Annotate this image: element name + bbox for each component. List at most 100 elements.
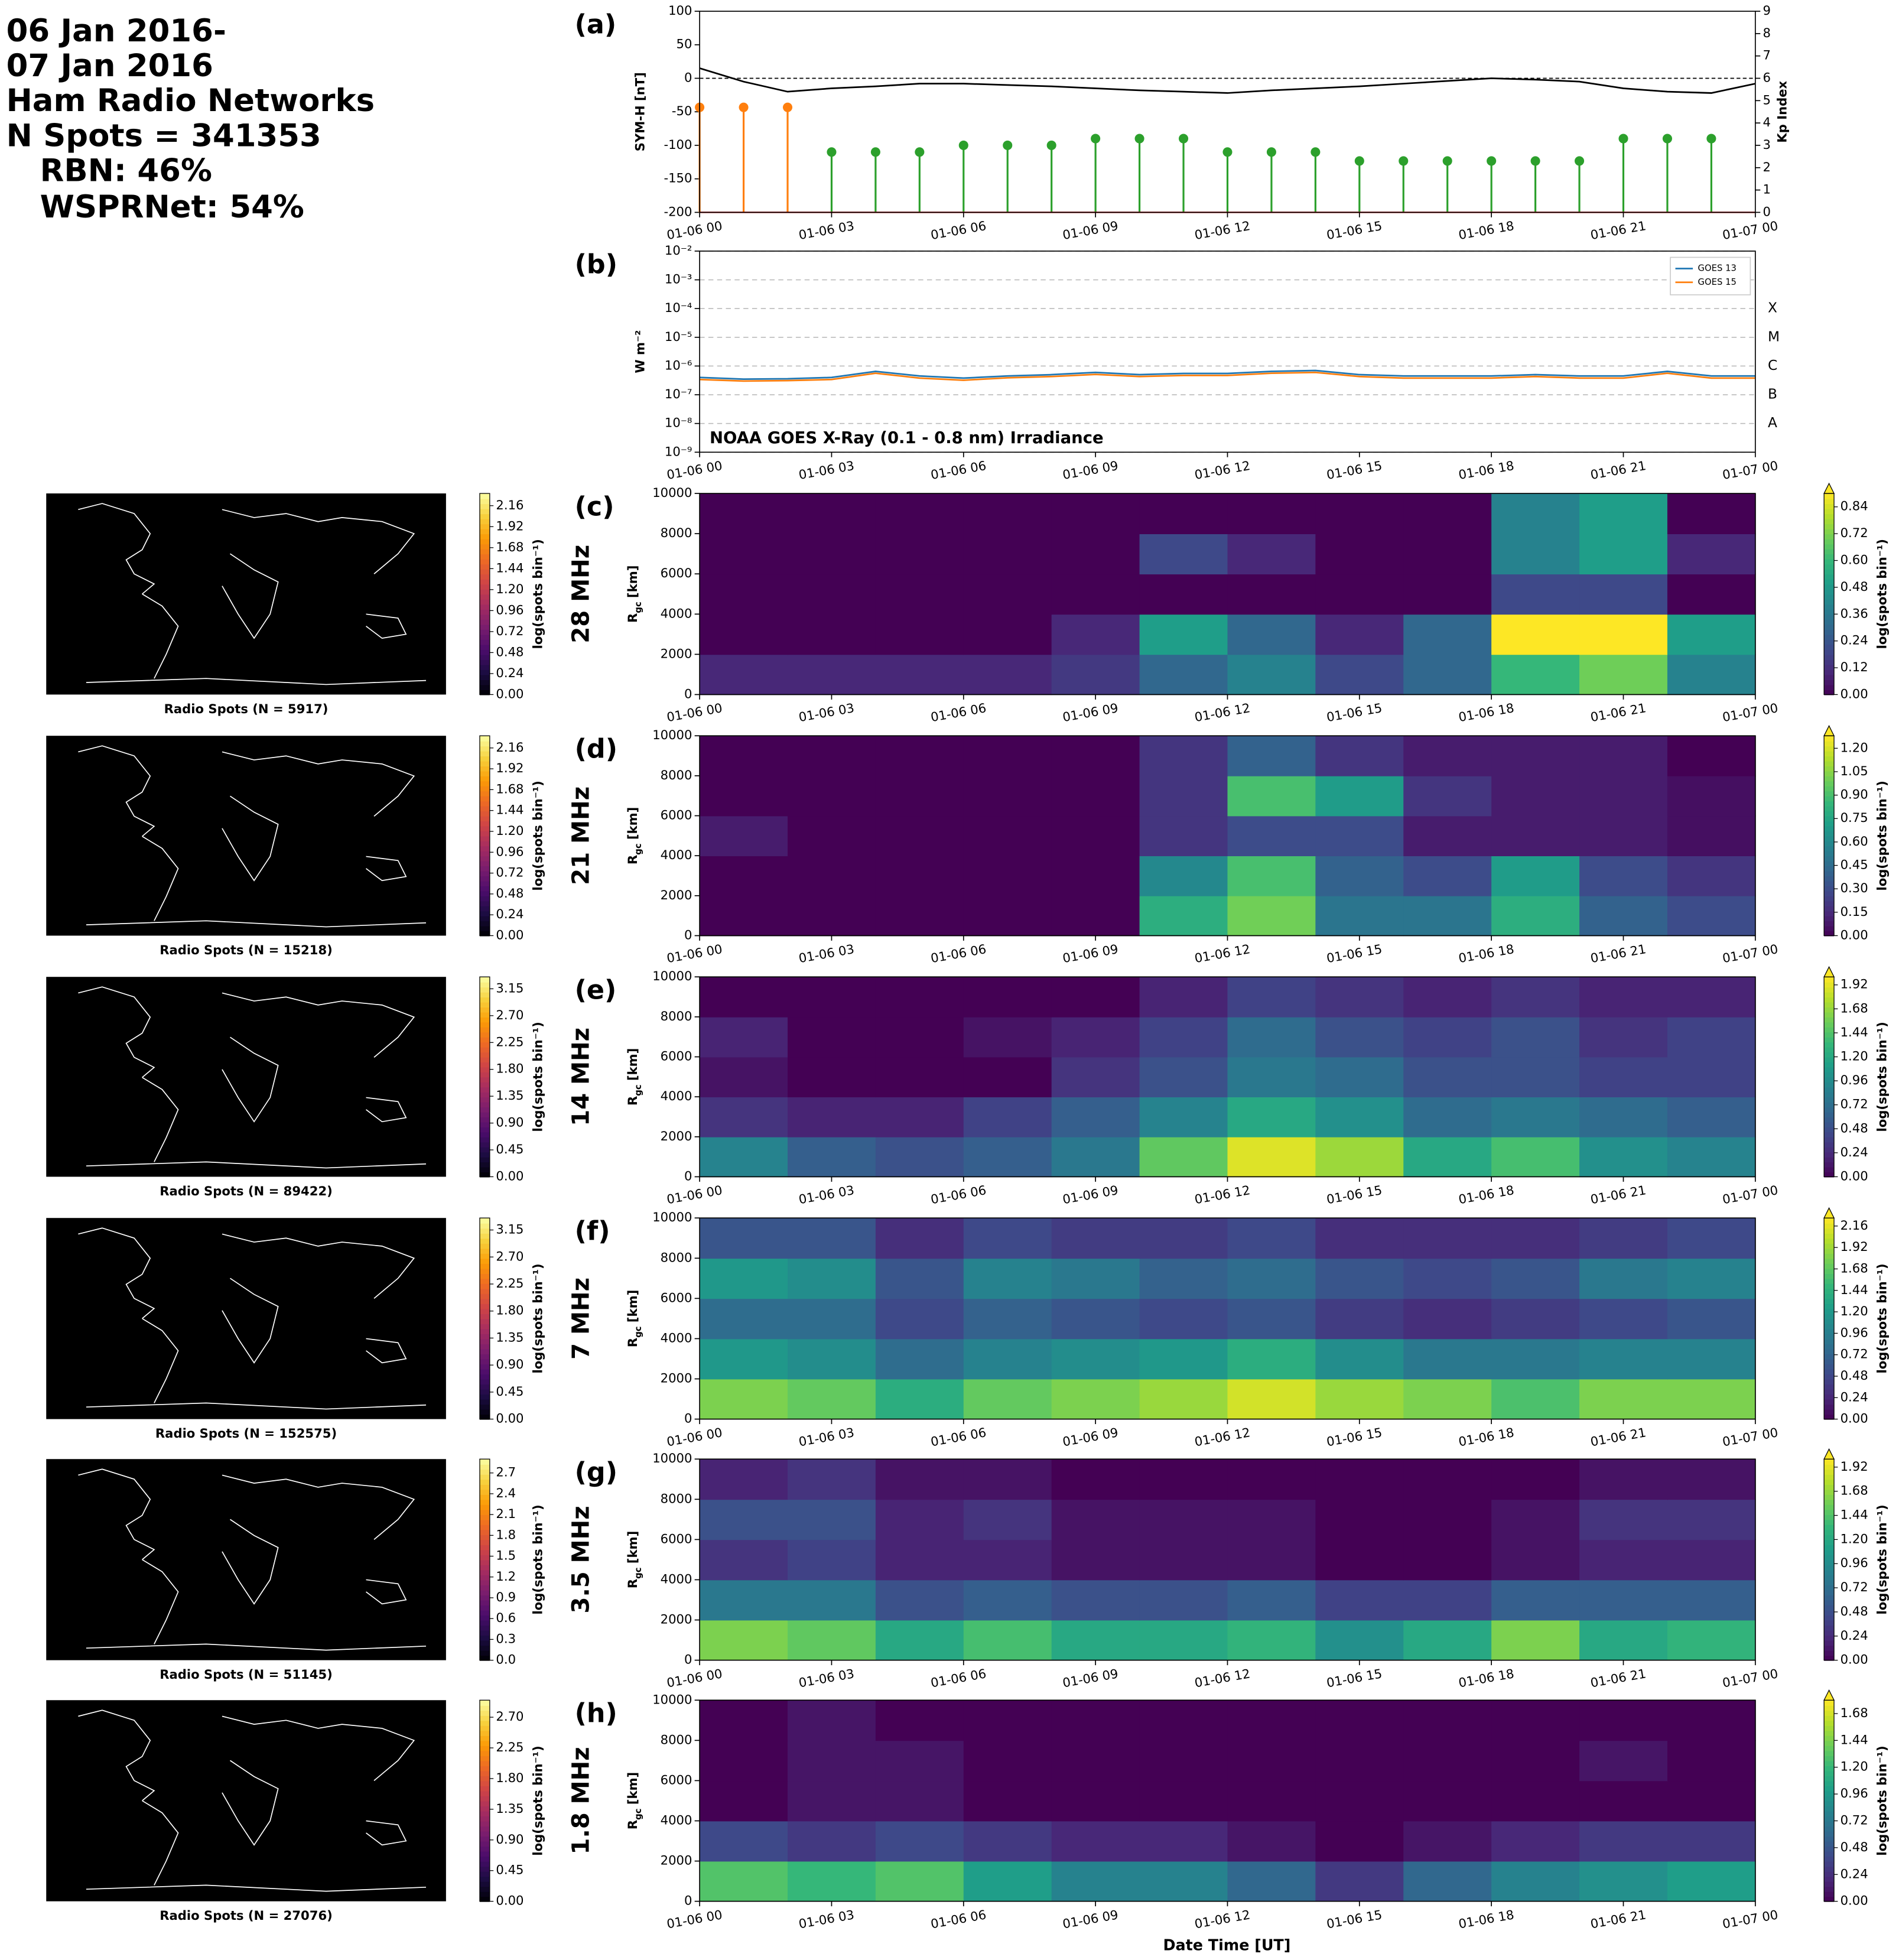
colorbar-segment [1824,1544,1835,1551]
colorbar-segment [479,1032,490,1038]
colorbar-segment [479,1484,490,1490]
colorbar-tick-label: 0.90 [496,1357,523,1371]
colorbar-segment [479,801,490,807]
colorbar-tick-label: 1.68 [1841,1260,1868,1275]
colorbar-tick-label: 0.24 [496,665,523,680]
map-background [46,1218,446,1419]
colorbar-segment [1824,1002,1835,1008]
heatmap-cell [875,1861,964,1902]
colorbar-segment [1824,866,1835,872]
heatmap-cell [1227,1218,1316,1259]
heatmap-cell [700,1218,788,1259]
colorbar-segment [479,895,490,902]
colorbar-segment [479,1248,490,1254]
map-title: Radio Spots (N = 152575) [155,1426,337,1441]
y-tick-label: 4000 [661,1812,692,1827]
y-axis-label: Rgc [km] [625,807,643,864]
heatmap-cell [1139,654,1228,695]
colorbar-tick-label: 0.30 [1841,880,1868,895]
colorbar-segment [479,1785,490,1792]
coastline [86,1161,427,1169]
heatmap-cell [1315,1136,1404,1178]
colorbar-segment [1824,781,1835,786]
kp-marker [1091,134,1101,144]
colorbar-label: log(spots bin⁻¹) [530,1504,545,1614]
colorbar-segment [479,1067,490,1072]
colorbar-segment [1824,1248,1835,1254]
map-title: Radio Spots (N = 5917) [164,701,329,716]
colorbar-segment [479,890,490,896]
colorbar-tick-label: 0.45 [1841,857,1868,872]
colorbar-label: log(spots bin⁻¹) [530,1022,545,1132]
legend-label: GOES 13 [1698,264,1737,274]
map-background [46,1700,446,1902]
heatmap-cell [1667,1338,1756,1380]
coastline [366,1820,407,1846]
heatmap-cell [1403,534,1492,575]
colorbar-segment [479,574,490,580]
colorbar-segment [1824,599,1835,605]
y-label-symbol: R [625,855,640,864]
heatmap-cell [1403,1539,1492,1581]
y-tick-label: 4000 [661,606,692,620]
colorbar-segment [1824,836,1835,841]
heatmap-cell [1667,1821,1756,1862]
colorbar-segment [479,548,490,555]
colorbar-segment [1824,1006,1835,1013]
colorbar-tick-label: 0.00 [496,1168,523,1183]
heatmap-cell [787,736,876,776]
heatmap-cell [1491,1861,1580,1902]
y-tick-label: 6000 [661,1531,692,1546]
heatmap-cell [700,977,788,1018]
y-tick-label: 6000 [661,807,692,822]
heatmap-cell [1491,1740,1580,1782]
heatmap-cell [875,775,964,817]
heatmap-cell [700,1539,788,1581]
colorbar-segment [479,1474,490,1480]
colorbar-segment [479,1101,490,1108]
heatmap-cell [1491,1539,1580,1581]
colorbar-segment [1824,1052,1835,1058]
colorbar-tick-label: 0.00 [496,927,523,942]
y2-tick-label: 4 [1763,115,1771,129]
colorbar-segment [479,1655,490,1661]
heatmap-cell [1139,534,1228,575]
heatmap-cell [1667,1218,1756,1259]
band-label: 3.5 MHz [567,1506,594,1613]
colorbar-frame [479,1699,490,1902]
colorbar-segment [479,1379,490,1385]
colorbar-segment [479,684,490,690]
heatmap-cell [1227,895,1316,937]
heatmap-cell [1403,1298,1492,1340]
colorbar-segment [479,1489,490,1495]
colorbar-segment [479,1841,490,1847]
colorbar-segment [479,508,490,515]
colorbar-segment [479,1544,490,1551]
heatmap-cell [1227,534,1316,575]
heatmap-cell [963,1258,1052,1299]
y-tick-label: 10000 [652,1210,692,1224]
y-tick-label: 6000 [661,565,692,580]
colorbar-segment [1824,1172,1835,1178]
colorbar-segment [1824,1765,1835,1772]
colorbar-segment [1824,1610,1835,1616]
heatmap-cell [875,1097,964,1137]
heatmap-cell [1315,815,1404,856]
colorbar-segment [479,1268,490,1274]
heatmap-cell [1491,1298,1580,1340]
heatmap-cell [1051,1780,1140,1822]
heatmap-cell [1403,815,1492,856]
heatmap-cell [1579,614,1668,655]
heatmap-cell [1139,1700,1228,1741]
colorbar-tick-label: 1.2 [496,1569,516,1584]
colorbar-segment [1824,890,1835,896]
colorbar-segment [479,1389,490,1395]
heatmap-cell [700,1298,788,1340]
heatmap-cell [787,1579,876,1621]
y-label-unit: [km] [625,807,640,840]
y-tick-label: 2000 [661,1853,692,1868]
colorbar-segment [1824,1399,1835,1405]
kp-marker [870,147,880,157]
colorbar-segment [1824,1253,1835,1259]
colorbar-segment [1824,1745,1835,1751]
